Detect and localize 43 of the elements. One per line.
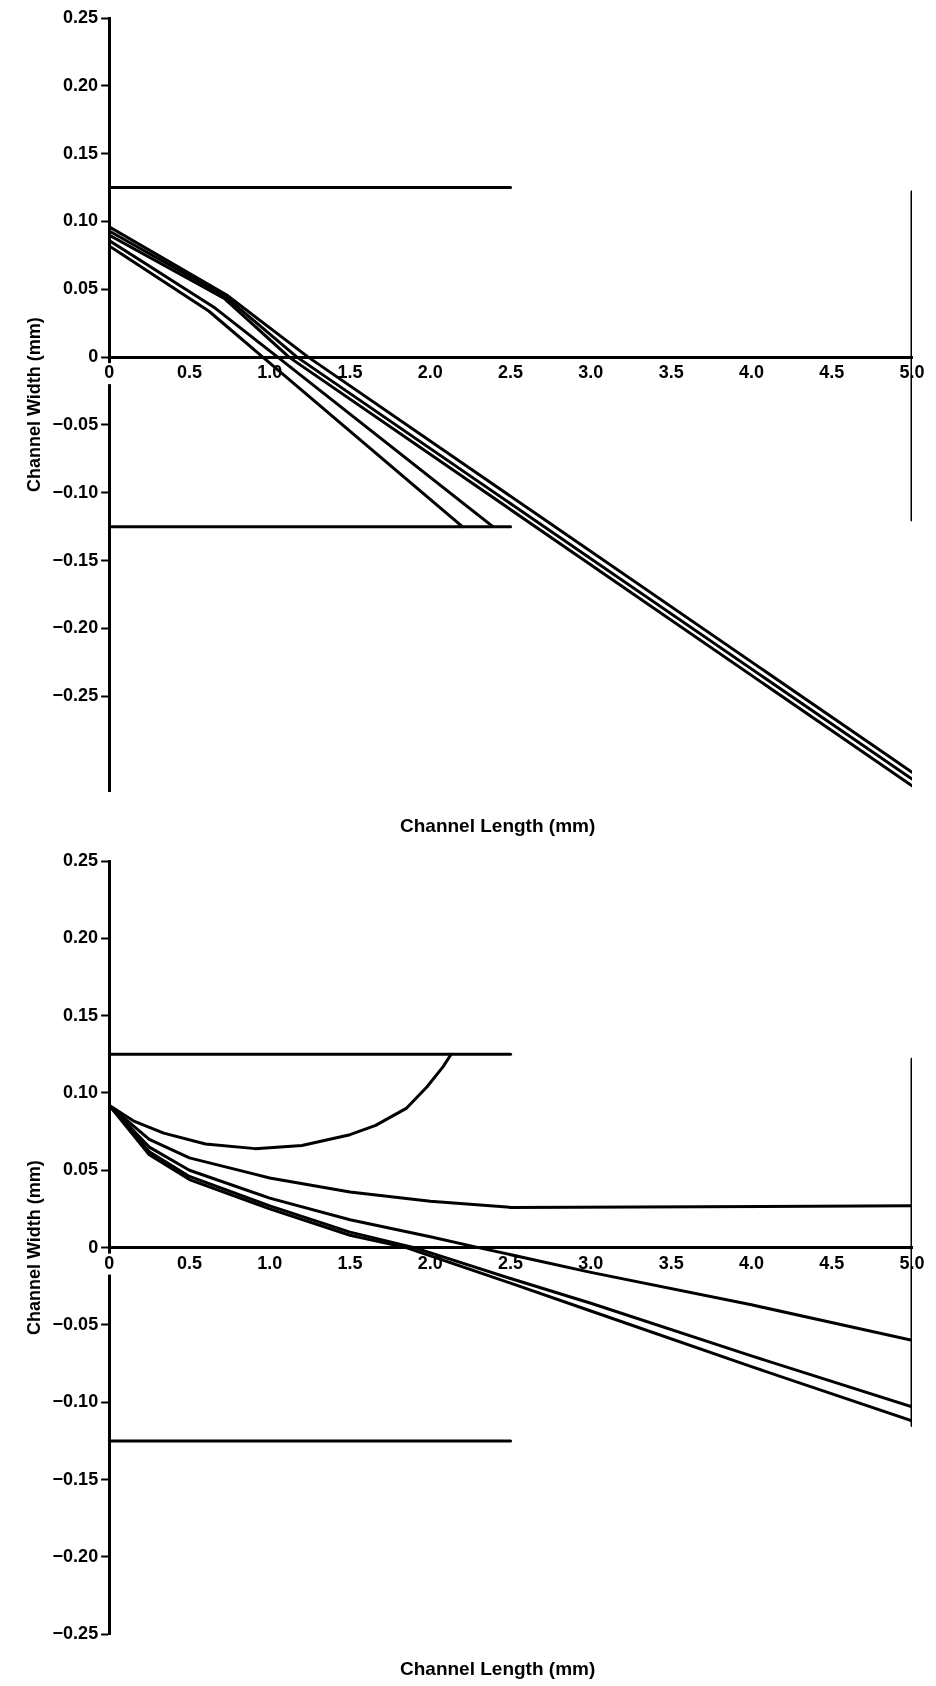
x-tick-label: 0.5 [176,362,202,383]
y-tick-label: 0 [88,346,99,367]
x-tick-label: 2.0 [417,362,443,383]
x-axis-title: Channel Length (mm) [400,815,596,837]
x-tick-label: 0 [104,1252,115,1273]
y-tick-label: 0 [88,1236,99,1257]
y-tick-label: 0.20 [63,74,99,95]
x-tick-label: 0 [104,362,115,383]
y-tick-label: 0.05 [63,1159,99,1180]
x-tick-label: 1.5 [337,362,363,383]
x-tick-label: 0.5 [176,1252,202,1273]
y-tick-label: −0.15 [52,1468,99,1489]
y-tick-label: 0.25 [63,6,99,27]
y-tick-label: −0.10 [52,481,99,502]
x-tick-label: 4.0 [738,362,764,383]
y-tick-label: 0.10 [63,210,99,231]
y-tick-label: −0.25 [52,685,99,706]
y-tick-label: −0.25 [52,1623,99,1644]
y-tick-label: 0.25 [63,849,99,870]
x-tick-label: 3.0 [578,1252,604,1273]
x-tick-label: 4.5 [819,362,845,383]
x-axis-title: Channel Length (mm) [400,1658,596,1680]
x-tick-label: 3.5 [658,1252,684,1273]
y-tick-label: −0.05 [52,413,99,434]
y-tick-label: −0.20 [52,1545,99,1566]
y-tick-label: 0.05 [63,278,99,299]
y-axis-title: Channel Width (mm) [23,1160,44,1336]
x-tick-label: 1.5 [337,1252,363,1273]
x-tick-label: 3.5 [658,362,684,383]
y-tick-label: −0.20 [52,617,99,638]
x-tick-label: 1.0 [257,1252,283,1273]
y-tick-label: −0.05 [52,1313,99,1334]
y-tick-label: 0.10 [63,1081,99,1102]
y-tick-label: 0.15 [63,142,99,163]
x-tick-label: 3.0 [578,362,604,383]
x-tick-label: 4.5 [819,1252,845,1273]
y-tick-label: −0.10 [52,1391,99,1412]
y-axis-title: Channel Width (mm) [23,317,44,493]
y-tick-label: −0.15 [52,549,99,570]
y-tick-label: 0.20 [63,927,99,948]
y-tick-label: 0.15 [63,1004,99,1025]
x-tick-label: 4.0 [738,1252,764,1273]
x-tick-label: 2.5 [498,362,524,383]
